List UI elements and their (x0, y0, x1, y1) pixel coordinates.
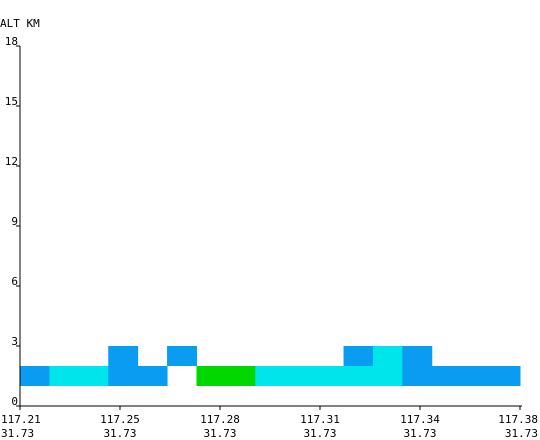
x-tick-lat-3: 31.73 (303, 427, 336, 440)
cell-16 (402, 366, 433, 386)
x-tick-lat-0: 31.73 (1, 427, 34, 440)
cell-19 (461, 366, 492, 386)
y-tick-label-5: 3 (11, 335, 18, 348)
y-tick-label-2: 12 (5, 155, 18, 168)
x-tick-lon-4: 117.34 (400, 413, 440, 426)
cells-layer (20, 346, 521, 386)
cell-7 (196, 366, 227, 386)
x-tick-lat-4: 31.73 (403, 427, 436, 440)
cell-1 (49, 366, 80, 386)
y-axis-label: ALT KM (0, 17, 40, 30)
cell-17 (402, 346, 433, 366)
cell-3 (108, 366, 139, 386)
cell-0 (20, 366, 50, 386)
x-tick-lat-2: 31.73 (203, 427, 236, 440)
y-tick-label-4: 6 (11, 275, 18, 288)
x-ticks: 117.2131.73117.2531.73117.2831.73117.313… (1, 406, 538, 440)
x-tick-lon-2: 117.28 (200, 413, 240, 426)
x-tick-lat-1: 31.73 (103, 427, 136, 440)
y-tick-label-1: 15 (5, 95, 18, 108)
x-tick-lon-3: 117.31 (300, 413, 340, 426)
cell-13 (343, 346, 374, 366)
y-ticks: 18 15 12 9 6 3 0 (5, 35, 20, 408)
cell-4 (108, 346, 139, 366)
cell-6 (167, 346, 197, 366)
x-tick-lon-1: 117.25 (100, 413, 140, 426)
cell-5 (137, 366, 168, 386)
cell-2 (78, 366, 109, 386)
cell-15 (372, 346, 403, 366)
cell-20 (490, 366, 521, 386)
cell-14 (372, 366, 403, 386)
y-tick-label-0: 18 (5, 35, 18, 48)
x-tick-lon-0: 117.21 (1, 413, 41, 426)
y-tick-label-3: 9 (11, 215, 18, 228)
x-tick-lat-5: 31.73 (505, 427, 538, 440)
cell-18 (431, 366, 462, 386)
cell-8 (225, 366, 256, 386)
cell-10 (284, 366, 315, 386)
cell-9 (255, 366, 286, 386)
x-tick-lon-5: 117.38 (498, 413, 538, 426)
cell-11 (314, 366, 345, 386)
cell-12 (343, 366, 374, 386)
y-tick-label-6: 0 (11, 395, 18, 408)
